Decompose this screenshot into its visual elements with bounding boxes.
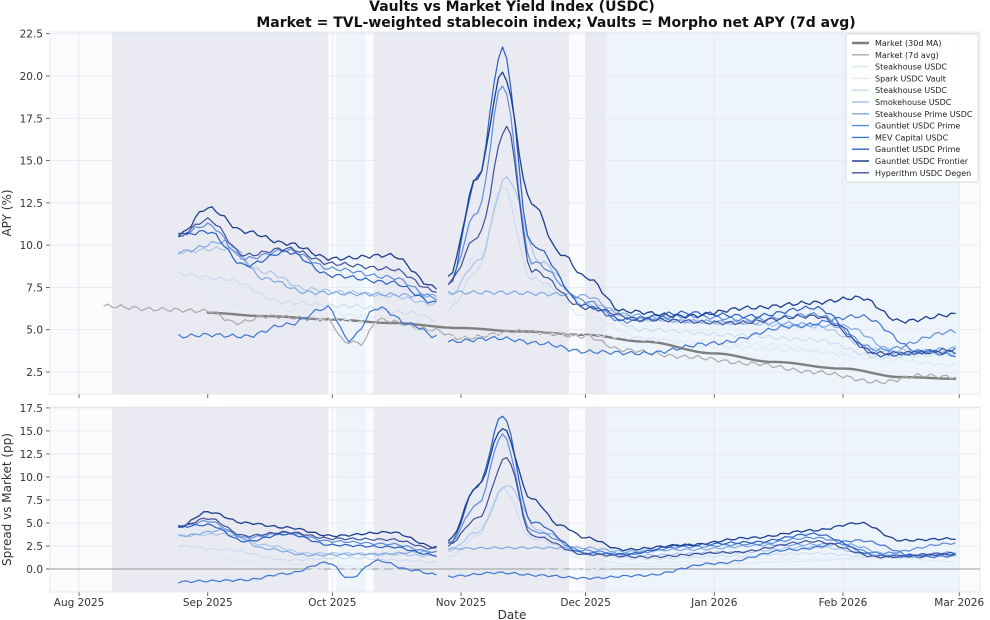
bottom-shaded-period-1 (336, 407, 366, 592)
bottom-ytick-label: 15.0 (20, 426, 43, 438)
legend-label: Steakhouse USDC (875, 86, 947, 95)
legend-label: Hyperithm USDC Degen (875, 169, 971, 178)
top-ytick-label: 22.5 (20, 29, 43, 41)
top-series-line (178, 187, 956, 359)
bottom-shaded-period-4 (606, 407, 960, 592)
bottom-ytick-label: 12.5 (20, 449, 43, 461)
xtick-label: Aug 2025 (54, 597, 105, 609)
top-series-line (206, 311, 957, 380)
legend-label: Market (7d avg) (875, 51, 939, 60)
bottom-shaded-period-2 (373, 407, 569, 592)
bottom-series-line (178, 485, 956, 558)
legend-label: Gauntlet USDC Prime (875, 122, 960, 131)
bottom-shaded-period-3 (585, 407, 607, 592)
top-ytick-label: 15.0 (20, 156, 43, 168)
top-series-line (178, 305, 956, 358)
top-series-line (178, 71, 956, 324)
top-series-line (103, 303, 956, 385)
bottom-ytick-label: 0.0 (26, 564, 43, 576)
top-ylabel: APY (%) (0, 189, 14, 236)
bottom-series-line (178, 457, 956, 559)
legend-label: MEV Capital USDC (875, 133, 949, 142)
legend-label: Steakhouse Prime USDC (875, 110, 973, 119)
bottom-ytick-label: 17.5 (20, 403, 43, 415)
top-ytick-label: 7.5 (26, 282, 43, 294)
xtick-label: Mar 2026 (934, 597, 984, 609)
xtick-label: Dec 2025 (560, 597, 610, 609)
xtick-label: Nov 2025 (436, 597, 487, 609)
top-ytick-label: 12.5 (20, 198, 43, 210)
bottom-series-line (178, 433, 956, 556)
top-ytick-label: 20.0 (20, 71, 43, 83)
top-shaded-period-1 (336, 32, 366, 394)
bottom-series-line (178, 554, 956, 580)
bottom-xlabel: Date (498, 608, 527, 620)
bottom-shaded-period-0 (112, 407, 329, 592)
top-series-line (178, 125, 956, 356)
legend-label: Gauntlet USDC Frontier (875, 157, 969, 166)
bottom-ytick-label: 5.0 (26, 518, 43, 530)
legend-label: Gauntlet USDC Prime (875, 145, 960, 154)
bottom-chart-panel: 0.0 2.5 5.0 7.5 10.0 12.5 15.0 17.5 Spread vs Ma… (0, 403, 984, 620)
chart-legend: Market (30d MA) Market (7d avg) Steakhouse… (845, 33, 979, 183)
legend-label: Steakhouse USDC (875, 63, 947, 72)
bottom-series-line (178, 539, 956, 584)
top-ytick-label: 17.5 (20, 113, 43, 125)
legend-label: Market (30d MA) (875, 39, 941, 48)
xtick-label: Oct 2025 (308, 597, 356, 609)
top-ytick-label: 10.0 (20, 240, 43, 252)
top-shaded-period-0 (112, 32, 329, 394)
bottom-series-line (178, 428, 956, 552)
xtick-label: Feb 2026 (819, 597, 868, 609)
top-chart-panel: 2.5 5.0 7.5 10.0 12.5 15.0 17.5 20.0 22.5 APY (%) (0, 29, 981, 398)
legend-label: Spark USDC Vault (875, 74, 946, 83)
bottom-ylabel: Spread vs Market (pp) (0, 433, 14, 566)
legend-box (845, 33, 979, 183)
xtick-label: Sep 2025 (183, 597, 233, 609)
bottom-ytick-label: 7.5 (26, 495, 43, 507)
xtick-label: Jan 2026 (690, 597, 738, 609)
bottom-ytick-label: 2.5 (26, 541, 43, 553)
bottom-plot-frame (49, 406, 981, 593)
top-plot-frame (49, 31, 981, 395)
top-ytick-label: 2.5 (26, 367, 43, 379)
chart-title-line-2: Market = TVL-weighted stablecoin index; … (256, 15, 855, 31)
top-ytick-label: 5.0 (26, 325, 43, 337)
bottom-ytick-label: 10.0 (20, 472, 43, 484)
top-shaded-period-2 (373, 32, 569, 394)
chart-title-line-1: Vaults vs Market Yield Index (USDC) (369, 0, 655, 15)
legend-label: Smokehouse USDC (875, 98, 952, 107)
